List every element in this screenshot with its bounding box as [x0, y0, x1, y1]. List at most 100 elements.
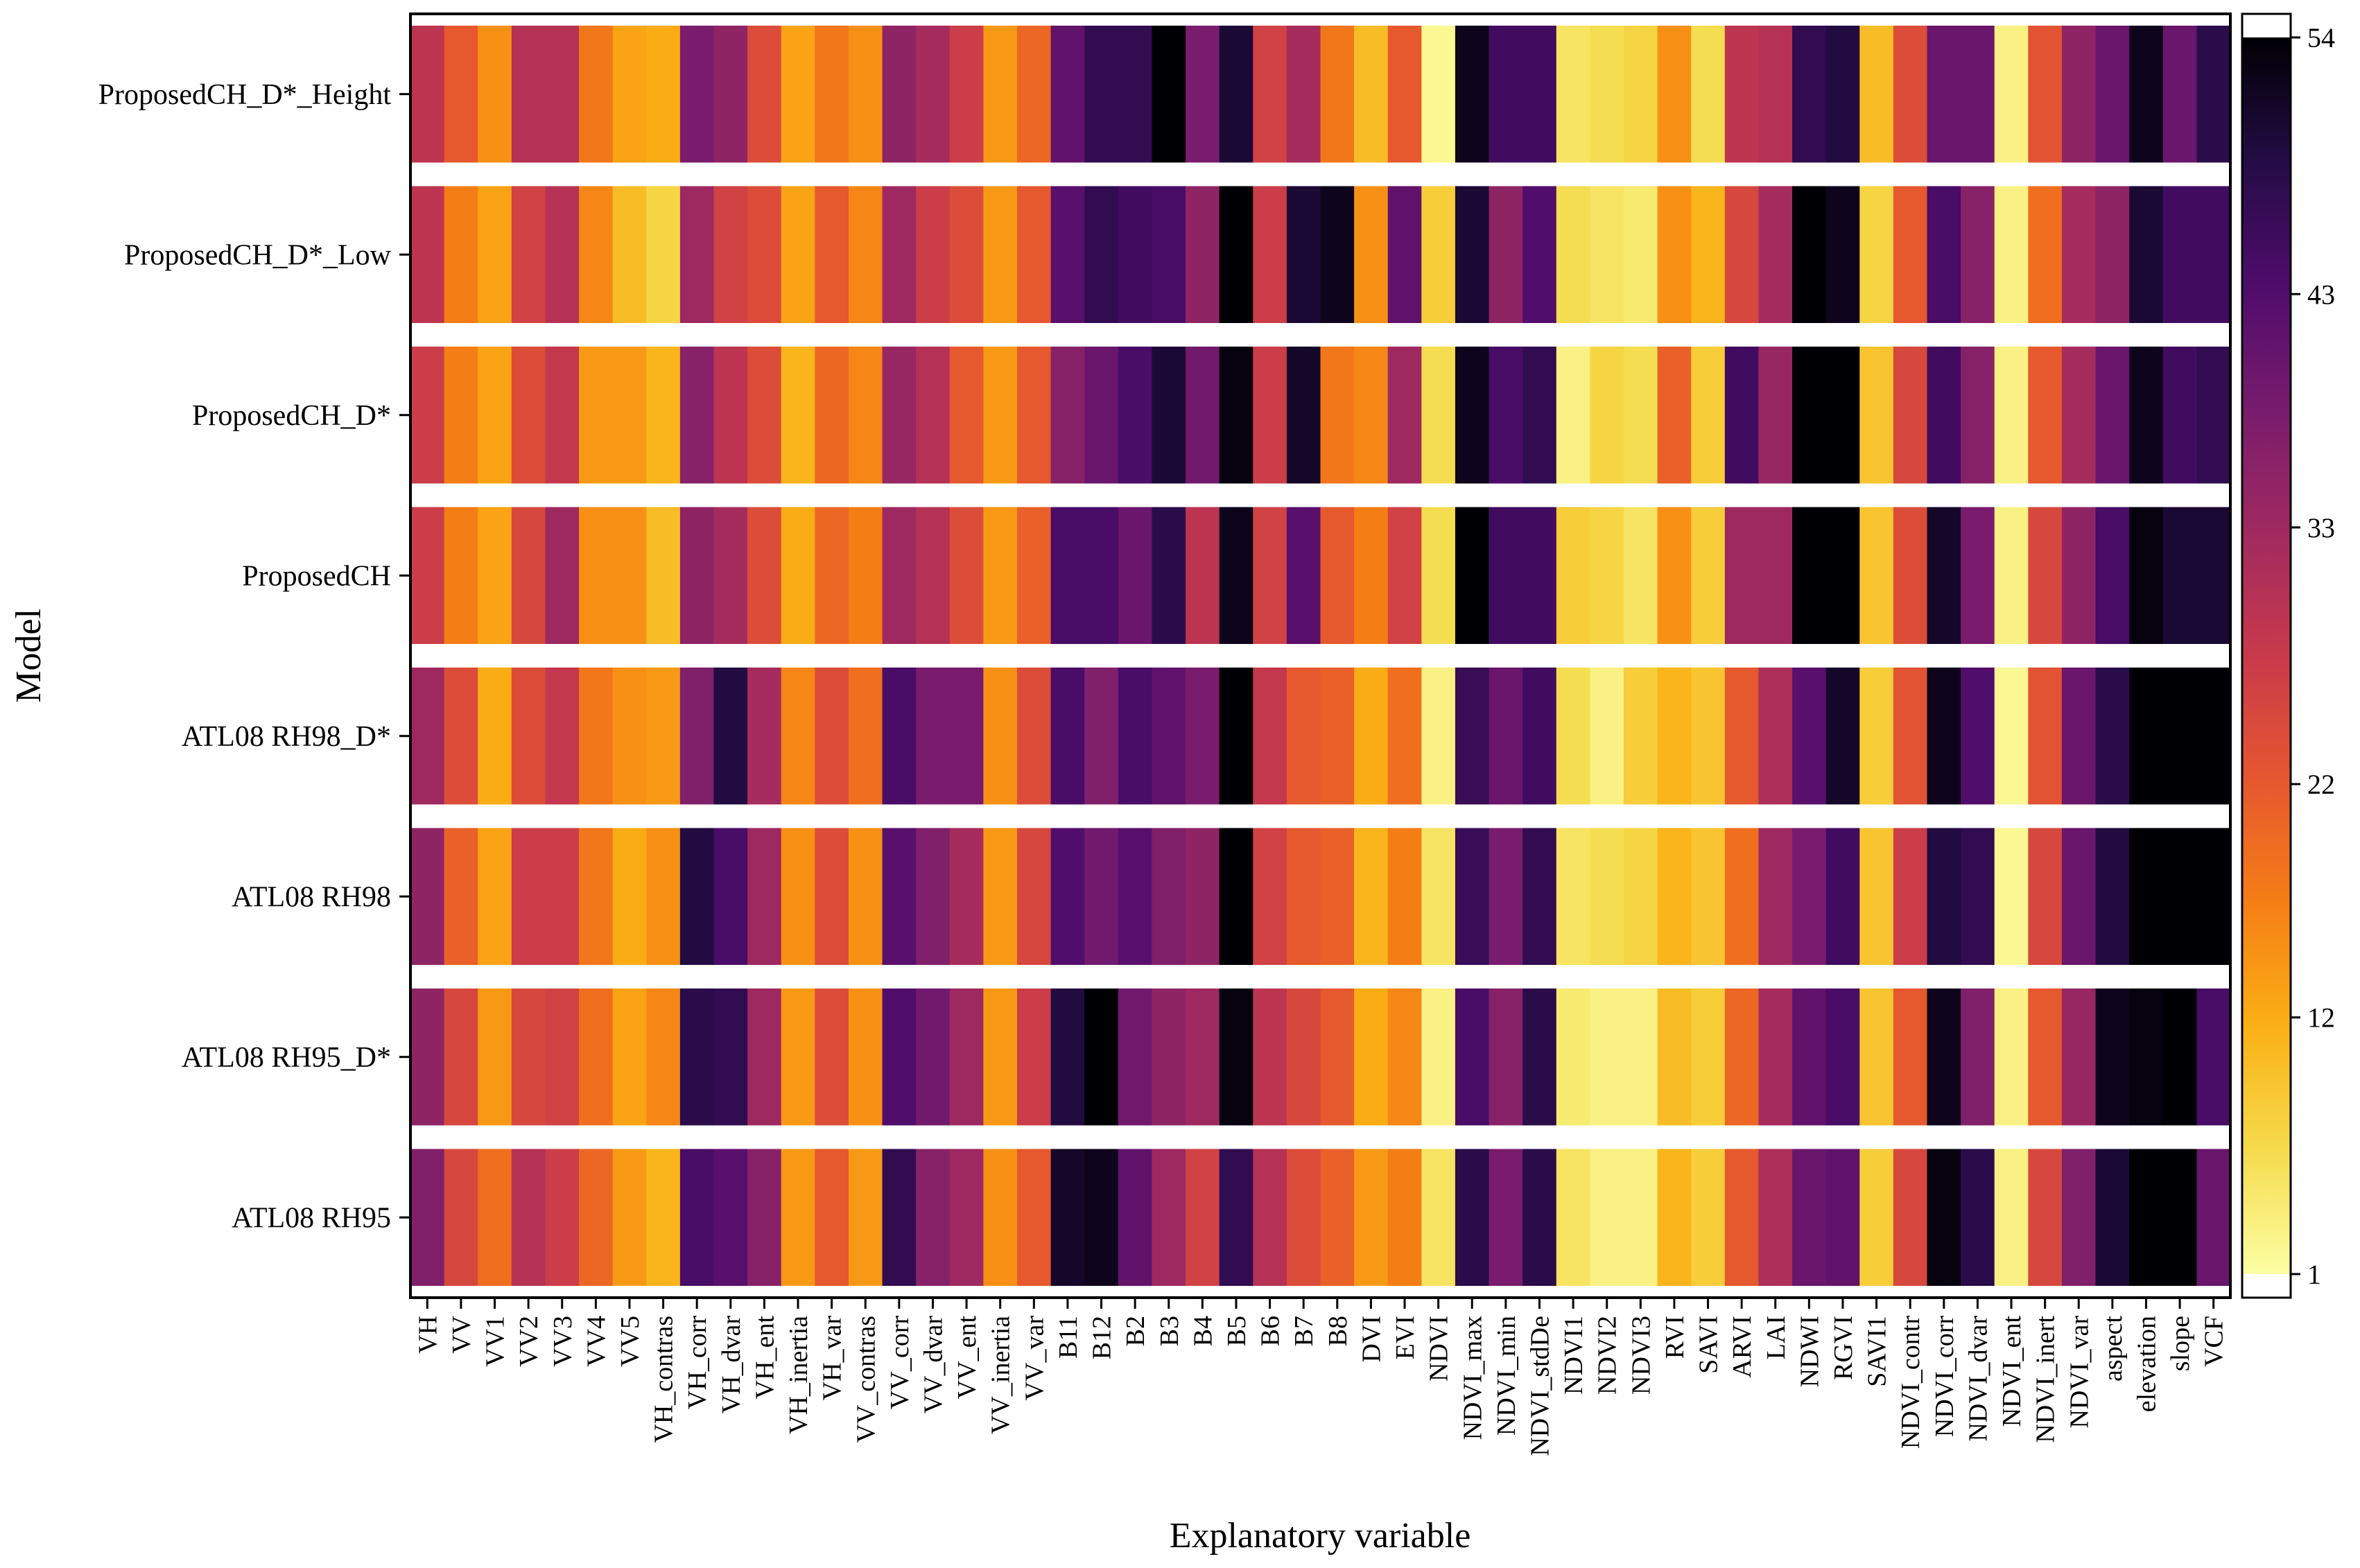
heatmap-cell	[1455, 1149, 1490, 1286]
heatmap-cell	[2196, 1149, 2231, 1286]
y-tick-label: ProposedCH	[242, 560, 391, 592]
y-axis: ProposedCH_D*_Height ProposedCH_D*_Low Pro…	[98, 79, 410, 1234]
heatmap-cell	[781, 1149, 815, 1286]
heatmap-cell	[579, 186, 614, 323]
x-tick-label: B7	[1290, 1316, 1319, 1346]
heatmap-cell	[1219, 186, 1253, 323]
y-tick-label: ProposedCH_D*	[192, 400, 391, 432]
heatmap-cell	[444, 186, 478, 323]
heatmap-cell	[1017, 828, 1052, 965]
x-tick-label: VH_dvar	[717, 1316, 746, 1414]
heatmap-cell	[1961, 1149, 1995, 1286]
x-tick-label: VH_corr	[683, 1316, 712, 1409]
heatmap-cell	[646, 507, 681, 644]
x-tick-label: NDVI2	[1593, 1316, 1622, 1395]
heatmap-cell	[2028, 26, 2063, 163]
x-tick-label: NDVI_ent	[1997, 1316, 2027, 1427]
heatmap-cell	[646, 1149, 681, 1286]
heatmap-cell	[1758, 988, 1793, 1126]
heatmap-cell	[1556, 988, 1590, 1126]
heatmap-cell	[1186, 668, 1220, 805]
heatmap-cell	[1590, 186, 1624, 323]
heatmap-cell	[1253, 1149, 1287, 1286]
y-tick-label: ProposedCH_D*_Low	[124, 239, 392, 271]
heatmap-cell	[916, 26, 951, 163]
heatmap-cell	[1691, 186, 1726, 323]
heatmap-cell	[1219, 1149, 1253, 1286]
heatmap-cell	[1286, 1149, 1321, 1286]
heatmap-cell	[444, 988, 478, 1126]
heatmap-cell	[2129, 828, 2164, 965]
x-tick-label: B8	[1324, 1316, 1353, 1346]
heatmap-cell	[1825, 507, 1860, 644]
x-tick-label: VV_ent	[953, 1316, 982, 1400]
heatmap-cell	[679, 668, 715, 805]
heatmap-cell	[848, 186, 883, 323]
heatmap-cell	[1387, 26, 1422, 163]
heatmap-cell	[1186, 828, 1220, 965]
heatmap-cell	[1724, 988, 1760, 1126]
x-tick-label: NDVI_stdDe	[1526, 1316, 1555, 1456]
heatmap-cell	[1421, 186, 1456, 323]
heatmap-cell	[747, 668, 782, 805]
heatmap-cell	[1421, 668, 1456, 805]
heatmap-cell	[1084, 26, 1119, 163]
heatmap-cell	[1489, 186, 1523, 323]
heatmap-cell	[1859, 1149, 1894, 1286]
heatmap-cell	[2162, 26, 2197, 163]
x-tick-label: NDVI_min	[1492, 1316, 1521, 1436]
heatmap-cell	[1556, 668, 1590, 805]
heatmap-cell	[1792, 26, 1827, 163]
x-tick-label: VH_inertia	[784, 1316, 813, 1434]
heatmap-cell	[1050, 347, 1085, 484]
heatmap-cell	[1691, 26, 1726, 163]
heatmap-cell	[815, 988, 849, 1126]
heatmap-cell	[410, 1149, 445, 1286]
heatmap-cell	[1624, 26, 1658, 163]
heatmap-cell	[646, 347, 681, 484]
heatmap-cell	[983, 507, 1018, 644]
heatmap-cell	[1724, 507, 1760, 644]
heatmap-cell	[747, 988, 782, 1126]
heatmap-cell	[916, 988, 951, 1126]
heatmap-cell	[1354, 828, 1389, 965]
heatmap-cell	[815, 507, 849, 644]
heatmap-cell	[2196, 507, 2231, 644]
heatmap-cell	[1825, 347, 1860, 484]
plot-frame	[409, 12, 2232, 1299]
x-tick-label: ARVI	[1728, 1316, 1757, 1378]
heatmap-cell	[1387, 1149, 1422, 1286]
colorbar-gradient	[2241, 12, 2292, 1299]
heatmap-cell	[1354, 668, 1389, 805]
heatmap-cell	[1118, 828, 1153, 965]
heatmap-cell	[2061, 26, 2097, 163]
heatmap-cell	[612, 828, 647, 965]
x-tick-label: VH_ent	[750, 1316, 779, 1400]
x-tick-label: NDVI3	[1626, 1316, 1656, 1395]
heatmap-cell	[1118, 507, 1153, 644]
heatmap-cell	[1522, 828, 1557, 965]
heatmap-cell	[1724, 26, 1760, 163]
heatmap-cell	[747, 26, 782, 163]
heatmap-cell	[1522, 186, 1557, 323]
heatmap-cell	[1961, 347, 1995, 484]
heatmap-cell	[1387, 668, 1422, 805]
heatmap-cell	[579, 507, 614, 644]
x-tick-label: VV3	[548, 1316, 578, 1367]
heatmap-cell	[1489, 828, 1523, 965]
heatmap-cell	[1017, 26, 1052, 163]
heatmap-cell	[848, 988, 883, 1126]
heatmap-cell	[1387, 347, 1422, 484]
heatmap-cell	[1927, 26, 1961, 163]
heatmap-cell	[2196, 186, 2231, 323]
heatmap-cell	[1792, 347, 1827, 484]
x-tick-label: VV1	[481, 1316, 510, 1367]
colorbar-tick-label: 1	[2307, 1259, 2321, 1290]
heatmap-cell	[1522, 988, 1557, 1126]
heatmap-cell	[1421, 828, 1456, 965]
heatmap-cell	[983, 988, 1018, 1126]
heatmap-cell	[1455, 347, 1490, 484]
heatmap-cell	[1489, 26, 1523, 163]
heatmap-cell	[1556, 828, 1590, 965]
heatmap-cell	[545, 507, 580, 644]
